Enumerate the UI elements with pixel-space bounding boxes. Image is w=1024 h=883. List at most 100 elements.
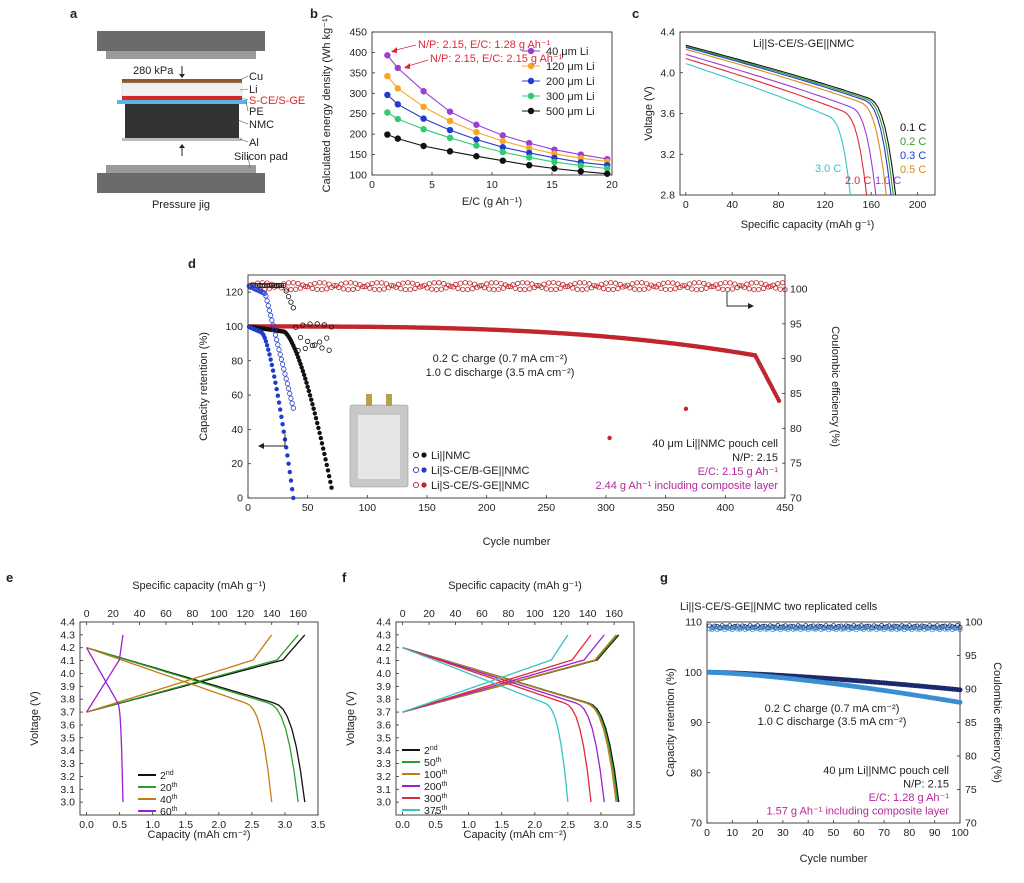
ce-point [672,286,678,292]
ce-point [484,281,490,287]
ce-point [326,281,332,287]
ce-point [858,626,864,632]
ce-point [288,299,294,305]
y-tick-label: 20 [231,458,243,470]
panel-b-ylabel: Calculated energy density (Wh kg⁻¹) [321,15,333,193]
x-tick-label: 100 [526,608,544,620]
ce-point [302,283,308,290]
x-tick-label: 250 [538,502,556,514]
panel-label-e: e [6,570,13,585]
ce-point [632,286,638,292]
ce-point [780,280,786,286]
ce-point [324,286,330,292]
ce-point [538,284,545,291]
ce-point [838,626,844,632]
ce-point [929,624,935,630]
y-tick-label: 3.5 [376,732,391,744]
ce-point [316,280,323,286]
condition-line: 1.0 C discharge (3.5 mA cm⁻²) [758,716,907,728]
legend-label: 300th [424,793,447,805]
data-point [446,117,454,125]
ce-point [737,282,743,289]
ce-point [481,285,487,291]
ce-point [717,280,724,287]
retention-point [301,372,307,378]
x-tick-label: 400 [717,502,735,514]
y-tick-label: 3.7 [376,707,391,719]
ce-point [289,400,295,406]
ce-point [894,626,900,632]
ce-point [486,286,492,292]
x-tick-label: 2.0 [528,819,543,831]
ce-point [543,286,549,292]
data-point [420,103,427,110]
ce-point [519,280,526,286]
data-point [526,154,533,161]
ce-point [660,280,666,286]
charge-curve [402,634,605,713]
ce-point [825,627,831,633]
ce-point [899,623,905,629]
legend-label: 200 μm Li [546,76,595,88]
pouch-cell-tab [386,394,392,406]
ce-point [276,346,282,353]
ce-point [641,286,647,292]
ce-point [772,625,778,631]
layer-label: Al [249,137,259,149]
x-tick-label: 120 [816,199,834,211]
ce-point [957,624,963,630]
x-tick-label: 120 [237,608,255,620]
ce-point [722,280,728,286]
legend-marker [421,452,427,458]
ce-point [914,626,920,632]
ce-point [929,627,935,633]
cell-info: E/C: 2.15 g Ah⁻¹ [698,466,779,478]
y-tick-label: 95 [790,318,802,330]
x-tick-label: 300 [597,502,615,514]
ce-point [737,626,743,632]
legend-label: 200th [424,781,447,793]
ce-point [798,624,804,630]
ce-point [863,625,869,631]
data-point [384,109,391,116]
legend-label: 40 μm Li [546,46,588,58]
x-tick-label: 20 [107,608,119,620]
curve-label: 0.2 C [900,136,926,148]
ce-point [843,623,849,629]
ce-point [407,286,413,293]
ce-point [646,285,652,291]
layer-leader [239,97,249,101]
x-tick-label: 100 [210,608,228,620]
ce-point [767,623,773,629]
y-tick-label: 100 [349,170,367,182]
x-tick-label: 2.5 [561,819,576,831]
data-point [473,136,480,143]
panel-e-ylabel: Voltage (V) [29,691,41,745]
discharge-curve [685,48,887,196]
ce-point [288,395,294,401]
y-tick-label: 90 [790,353,802,365]
y-tick-label: 3.3 [60,758,75,770]
x-tick-label: 450 [776,502,794,514]
y-tick-label: 3.5 [60,732,75,744]
ce-point [293,286,299,292]
retention-point [298,361,303,367]
panel-label-g: g [660,570,668,585]
retention-point [270,368,276,373]
y-tick-label: 3.6 [376,719,391,731]
ce-point [634,280,640,286]
data-point [577,162,584,169]
layer-label: Cu [249,71,263,83]
ce-point [268,312,274,319]
ce-point [352,280,358,286]
ce-point [901,627,907,633]
ce-point [445,282,452,288]
ce-point [453,281,459,288]
ce-point [290,280,296,286]
y-tick-label: 100 [790,283,808,295]
y-tick-label: 4.4 [60,617,75,629]
ce-point [517,286,523,292]
ce-point [739,623,745,629]
ce-point [719,623,725,629]
ce-point [550,280,557,286]
